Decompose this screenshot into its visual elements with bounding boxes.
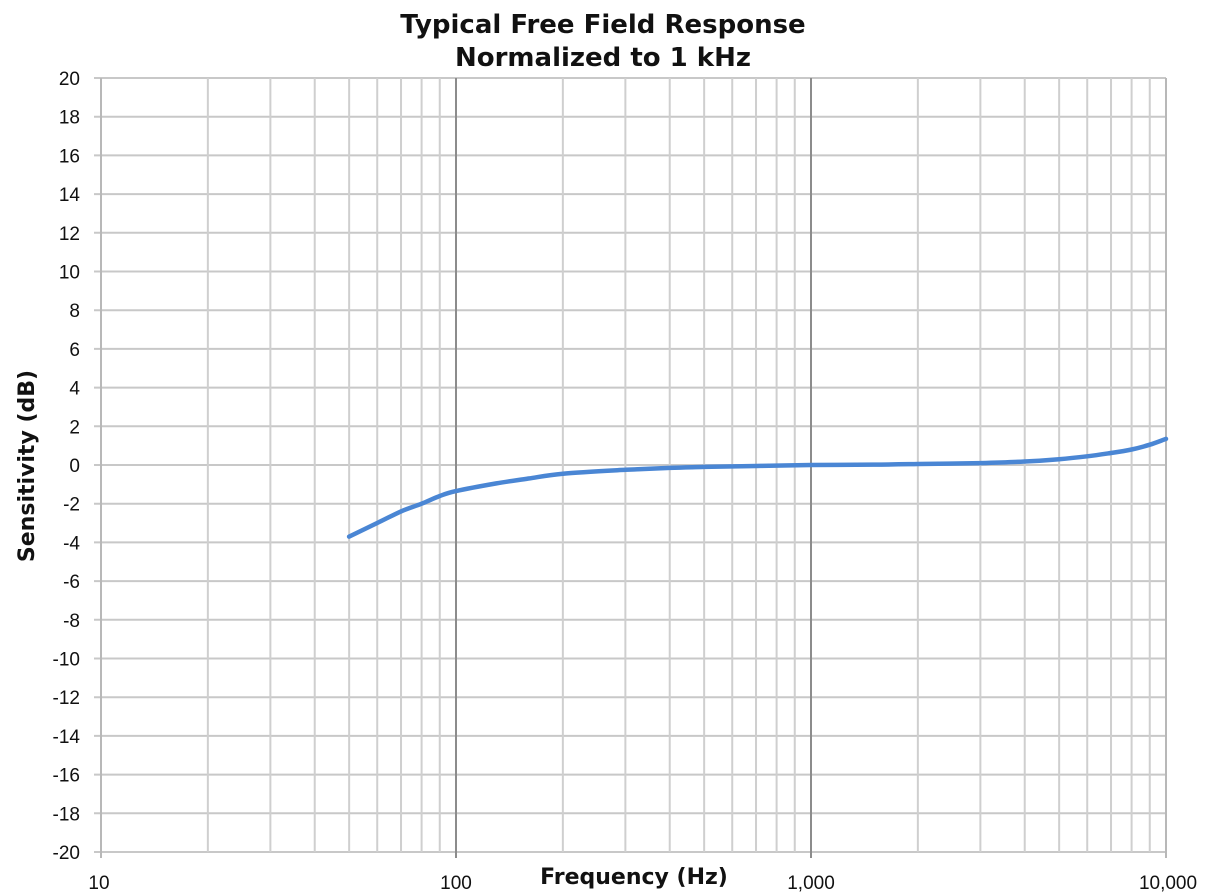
y-tick-label: -12 (53, 688, 80, 709)
y-tick-label: -4 (63, 533, 80, 554)
y-tick-label: -6 (63, 572, 80, 593)
y-tick-labels: 20181614121086420-2-4-6-8-10-12-14-16-18… (53, 69, 81, 864)
y-tick-label: -10 (53, 650, 80, 671)
x-tick-label: 10 (88, 873, 109, 894)
y-tick-label: 8 (69, 301, 80, 322)
y-tick-label: 10 (59, 263, 80, 284)
y-tick-label: -2 (63, 495, 80, 516)
y-tick-label: 20 (59, 69, 80, 90)
y-tick-label: 2 (69, 417, 80, 438)
y-tick-label: 14 (59, 185, 81, 206)
chart-title: Typical Free Field Response (400, 10, 805, 40)
y-axis-label: Sensitivity (dB) (15, 370, 40, 562)
y-tick-label: 0 (69, 456, 80, 477)
y-tick-label: 16 (59, 146, 80, 167)
series-layer (346, 436, 1169, 539)
x-tick-label: 100 (440, 873, 472, 894)
x-tick-label: 1,000 (787, 873, 835, 894)
x-axis-label: Frequency (Hz) (540, 865, 728, 890)
y-tick-label: 12 (59, 224, 80, 245)
y-tick-label: -18 (53, 804, 80, 825)
y-tick-label: 4 (69, 379, 80, 400)
x-tick-labels: 10 100 1,000 10,000 (88, 873, 1197, 894)
y-tick-label: -20 (53, 843, 80, 864)
y-tick-label: 6 (69, 340, 80, 361)
chart-subtitle: Normalized to 1 kHz (455, 43, 751, 73)
response-series-line (346, 436, 1169, 539)
y-tick-label: 18 (59, 108, 80, 129)
grid (94, 77, 1167, 858)
y-tick-label: -8 (63, 611, 80, 632)
y-tick-label: -16 (53, 766, 80, 787)
x-tick-label: 10,000 (1139, 873, 1197, 894)
y-tick-label: -14 (53, 727, 81, 748)
